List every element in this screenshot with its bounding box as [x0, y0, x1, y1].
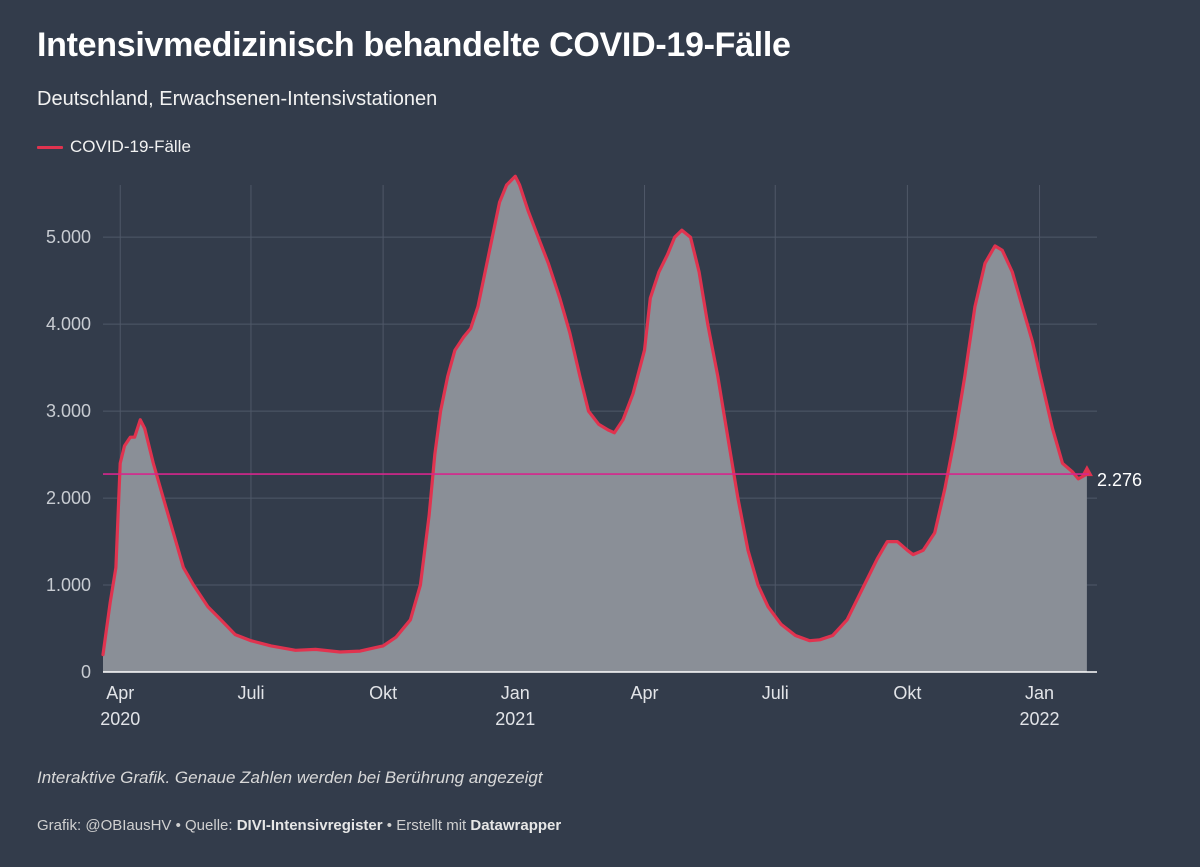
- y-tick-label: 3.000: [46, 401, 91, 421]
- legend: COVID-19-Fälle: [37, 137, 191, 157]
- x-tick-year-label: 2020: [100, 709, 140, 729]
- x-tick-label: Okt: [893, 683, 921, 703]
- interaction-note: Interaktive Grafik. Genaue Zahlen werden…: [37, 768, 543, 787]
- y-tick-label: 4.000: [46, 314, 91, 334]
- x-tick-label: Apr: [631, 683, 659, 703]
- reference-value-label: 2.276: [1097, 470, 1142, 490]
- y-tick-label: 5.000: [46, 227, 91, 247]
- x-tick-label: Jan: [1025, 683, 1054, 703]
- series-area: [103, 176, 1087, 673]
- source-link[interactable]: DIVI-Intensivregister: [236, 817, 383, 834]
- series-line[interactable]: [101, 174, 1089, 657]
- datawrapper-link[interactable]: Datawrapper: [470, 817, 562, 834]
- x-tick-label: Apr: [106, 683, 134, 703]
- x-tick-label: Juli: [237, 683, 264, 703]
- chart-subtitle: Deutschland, Erwachsenen-Intensivstation…: [37, 88, 438, 110]
- legend-label: COVID-19-Fälle: [70, 137, 191, 156]
- y-tick-label: 1.000: [46, 575, 91, 595]
- created-with: • Erstellt mit: [382, 817, 471, 834]
- legend-line-swatch: [37, 145, 63, 149]
- credit-footer: Grafik: @OBIausHV • Quelle: DIVI-Intensi…: [37, 817, 561, 834]
- x-tick-label: Okt: [369, 683, 397, 703]
- y-tick-label: 0: [81, 662, 91, 682]
- y-tick-label: 2.000: [46, 488, 91, 508]
- chart-title: Intensivmedizinisch behandelte COVID-19-…: [37, 26, 791, 64]
- credit-prefix: Grafik: @OBIausHV • Quelle:: [37, 817, 237, 834]
- x-tick-label: Juli: [762, 683, 789, 703]
- x-tick-year-label: 2021: [495, 709, 535, 729]
- x-tick-year-label: 2022: [1020, 709, 1060, 729]
- x-tick-label: Jan: [501, 683, 530, 703]
